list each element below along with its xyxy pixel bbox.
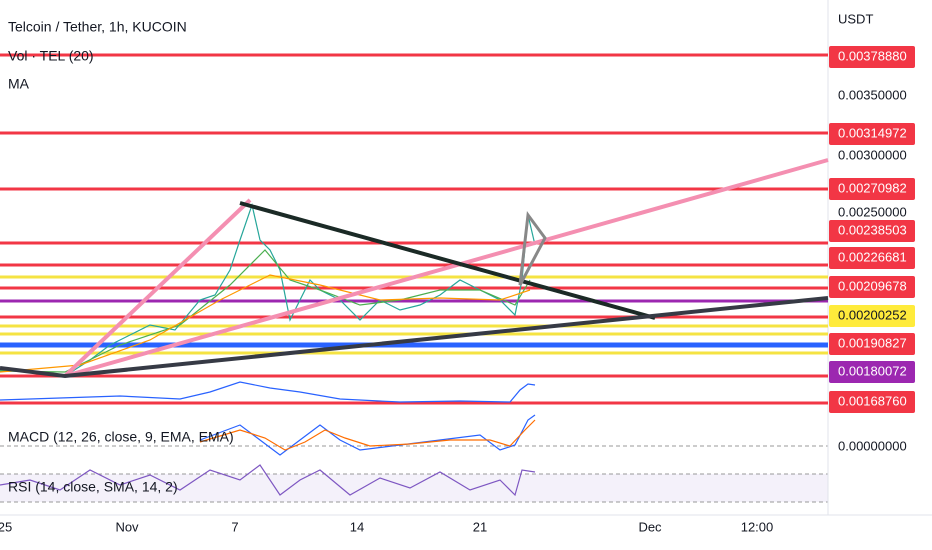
level-box (829, 305, 915, 327)
level-box (829, 247, 915, 269)
volume-ma (0, 381, 536, 403)
macd-line (199, 414, 536, 456)
trend-line (239, 201, 656, 320)
ma-slow (0, 274, 531, 373)
trend-line (64, 158, 829, 378)
level-box (829, 178, 915, 200)
trend-line (63, 198, 252, 378)
triangle (518, 211, 547, 286)
ma-label: MA (8, 76, 30, 92)
level-label: 0.00238503 (838, 222, 907, 237)
time-tick: 7 (231, 519, 238, 534)
level-label: 0.00200252 (838, 307, 907, 322)
price-tick: 0.00250000 (838, 204, 907, 219)
symbol-title: Telcoin / Tether, 1h, KUCOIN (8, 19, 187, 35)
price-series (0, 202, 536, 377)
rsi-line (0, 464, 536, 497)
level-box (829, 391, 915, 413)
time-tick: Nov (115, 519, 139, 534)
level-label: 0.00226681 (838, 249, 907, 264)
level-label: 0.00270982 (838, 180, 907, 195)
level-label: 0.00190827 (838, 335, 907, 350)
level-label: 0.00180072 (838, 363, 907, 378)
price-tick: 0.00350000 (838, 87, 907, 102)
price-tick: 0.00000000 (838, 438, 907, 453)
axis-unit: USDT (838, 11, 873, 26)
macd-label: MACD (12, 26, close, 9, EMA, EMA) (8, 429, 234, 445)
level-box (829, 276, 915, 298)
trend-line (0, 296, 829, 379)
level-label: 0.00168760 (838, 393, 907, 408)
time-tick: Dec (638, 519, 662, 534)
level-labels: 0.00378880 0.00314972 0.00270982 0.00238… (829, 46, 915, 413)
level-box (829, 123, 915, 145)
level-box (829, 46, 915, 68)
time-tick: 25 (0, 519, 12, 534)
level-box (829, 361, 915, 383)
price-tick: 0.00300000 (838, 147, 907, 162)
level-label: 0.00209678 (838, 278, 907, 293)
ma-fast (0, 249, 531, 373)
rsi-label: RSI (14, close, SMA, 14, 2) (8, 479, 178, 495)
level-box (829, 333, 915, 355)
time-tick: 12:00 (741, 519, 774, 534)
time-tick: 21 (473, 519, 487, 534)
level-label: 0.00314972 (838, 125, 907, 140)
volume-label: Vol · TEL (20) (8, 48, 94, 64)
macd-signal (199, 419, 536, 451)
time-tick: 14 (350, 519, 364, 534)
levels (0, 53, 828, 405)
level-label: 0.00378880 (838, 48, 907, 63)
level-box (829, 220, 915, 242)
